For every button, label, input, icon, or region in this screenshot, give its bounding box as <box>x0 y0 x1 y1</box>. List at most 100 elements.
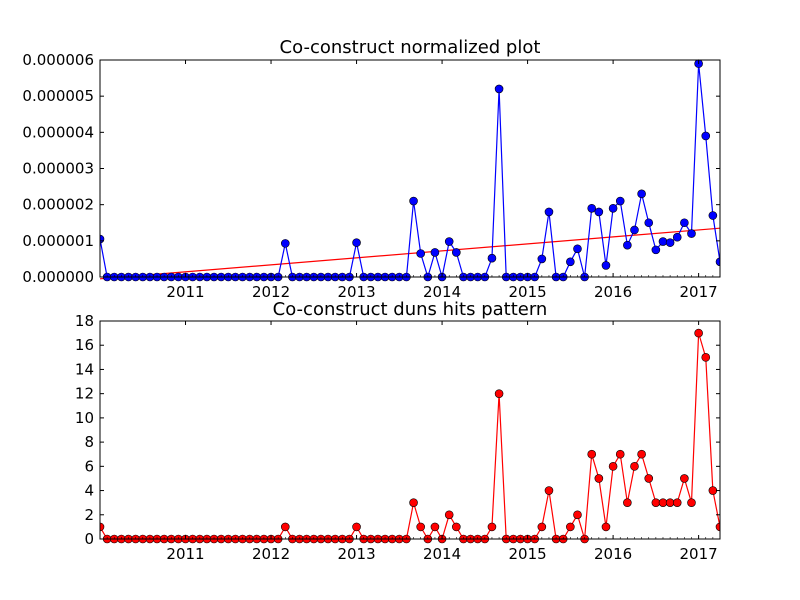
duns-hits-y-tick-label: 14 <box>75 360 94 378</box>
duns-hits-data-point <box>409 498 418 507</box>
normalized-chart: Co-construct normalized plot 2011 2012 201… <box>22 37 721 301</box>
duns-hits-x-tick-label: 2012 <box>252 545 290 563</box>
duns-hits-data-point <box>644 474 654 483</box>
normalized-data-point <box>452 248 461 257</box>
normalized-y-tick-label: 0.000006 <box>22 51 94 69</box>
normalized-data-point <box>573 244 582 254</box>
normalized-data-point <box>701 131 711 141</box>
duns-hits-data-point <box>601 522 611 532</box>
normalized-data-point <box>615 196 625 206</box>
duns-hits-x-tick-label: 2014 <box>423 545 461 563</box>
duns-hits-y-tick-label: 18 <box>75 312 94 330</box>
duns-hits-data-point <box>587 449 597 459</box>
duns-hits-data-point <box>566 522 575 532</box>
normalized-data-point <box>537 254 547 264</box>
duns-hits-chart-title: Co-construct duns hits pattern <box>273 299 548 320</box>
duns-hits-data-point <box>615 449 625 459</box>
duns-hits-data-point <box>687 498 696 507</box>
duns-hits-data-point <box>658 498 668 507</box>
duns-hits-chart-frame <box>99 320 721 540</box>
normalized-x-tick-label: 2014 <box>423 283 461 301</box>
duns-hits-series-line <box>100 332 720 541</box>
normalized-y-tick-label: 0.000004 <box>22 123 94 141</box>
normalized-data-point <box>352 238 361 247</box>
duns-hits-data-point <box>280 522 290 532</box>
normalized-data-point <box>637 189 646 199</box>
duns-hits-y-tick-label: 2 <box>84 506 94 524</box>
normalized-data-point <box>444 237 454 246</box>
duns-hits-data-point <box>701 353 711 362</box>
duns-hits-data-point <box>672 498 682 507</box>
normalized-data-point <box>487 253 497 263</box>
normalized-data-point <box>430 248 440 257</box>
duns-hits-y-tick-label: 16 <box>75 336 94 354</box>
normalized-data-point <box>494 84 504 94</box>
duns-hits-data-point <box>444 510 454 520</box>
duns-hits-data-point <box>623 498 632 507</box>
normalized-data-point <box>587 203 597 213</box>
normalized-data-point <box>680 218 689 228</box>
normalized-data-point <box>544 207 554 217</box>
duns-hits-data-point <box>715 522 720 532</box>
normalized-y-tick-label: 0.000005 <box>22 87 94 105</box>
normalized-x-tick-label: 2012 <box>252 283 290 301</box>
duns-hits-data-point <box>487 522 497 532</box>
duns-hits-data-point <box>637 449 646 459</box>
duns-hits-x-tick-label: 2011 <box>166 545 204 563</box>
normalized-data-point <box>715 257 720 267</box>
normalized-data-point <box>644 218 654 228</box>
normalized-y-tick-label: 0.000003 <box>22 160 94 178</box>
duns-hits-y-tick-label: 8 <box>84 433 94 451</box>
duns-hits-data-point <box>694 328 703 338</box>
normalized-data-point <box>594 207 604 217</box>
duns-hits-data-point <box>494 389 504 398</box>
normalized-data-point <box>687 229 696 238</box>
duns-hits-data-point <box>100 522 105 532</box>
normalized-y-tick-label: 0.000000 <box>22 268 94 286</box>
normalized-y-tick-label: 0.000002 <box>22 196 94 214</box>
duns-hits-y-tick-label: 4 <box>84 482 94 500</box>
normalized-chart-plot-area <box>100 59 720 282</box>
duns-hits-data-point <box>708 486 718 495</box>
normalized-trend-line <box>100 227 720 280</box>
duns-hits-data-point <box>680 474 689 483</box>
duns-hits-data-point <box>651 498 661 507</box>
duns-hits-x-tick-label: 2016 <box>594 545 632 563</box>
normalized-data-point <box>658 237 668 246</box>
normalized-y-tick-label: 0.000001 <box>22 232 94 250</box>
normalized-x-tick-label: 2015 <box>508 283 546 301</box>
duns-hits-data-point <box>573 510 582 520</box>
normalized-x-tick-label: 2013 <box>337 283 375 301</box>
normalized-data-point <box>623 240 632 250</box>
normalized-data-point <box>566 257 575 267</box>
duns-hits-chart-plot-area <box>100 328 720 544</box>
duns-hits-data-point <box>452 522 461 532</box>
normalized-data-point <box>280 239 290 248</box>
normalized-data-point <box>416 249 425 258</box>
duns-hits-x-tick-label: 2013 <box>337 545 375 563</box>
normalized-data-point <box>708 211 718 220</box>
duns-hits-data-point <box>430 522 440 532</box>
duns-hits-data-point <box>630 462 639 471</box>
duns-hits-data-point <box>416 522 425 532</box>
duns-hits-y-tick-label: 12 <box>75 385 94 403</box>
normalized-data-point <box>601 261 611 270</box>
normalized-x-tick-label: 2016 <box>594 283 632 301</box>
duns-hits-y-tick-label: 6 <box>84 457 94 475</box>
normalized-x-tick-label: 2017 <box>680 283 718 301</box>
duns-hits-y-tick-label: 10 <box>75 409 94 427</box>
duns-hits-data-point <box>544 486 554 495</box>
duns-hits-data-point <box>608 462 618 471</box>
normalized-data-point <box>672 232 682 242</box>
normalized-data-point <box>665 238 675 247</box>
normalized-data-point <box>630 225 639 235</box>
duns-hits-chart: Co-construct duns hits pattern 2011 2012 2… <box>75 299 721 563</box>
duns-hits-data-point <box>352 522 361 532</box>
duns-hits-y-tick-label: 0 <box>84 530 94 548</box>
normalized-x-tick-label: 2011 <box>166 283 204 301</box>
normalized-data-point <box>608 203 618 213</box>
normalized-chart-axes: 2011 2012 2013 2014 2015 2016 2017 0.000000 0.00… <box>22 51 721 301</box>
normalized-chart-title: Co-construct normalized plot <box>280 37 541 58</box>
duns-hits-chart-axes: 2011 2012 2013 2014 2015 2016 2017 0 2 4 6 8 10 12 14 1… <box>75 312 721 563</box>
